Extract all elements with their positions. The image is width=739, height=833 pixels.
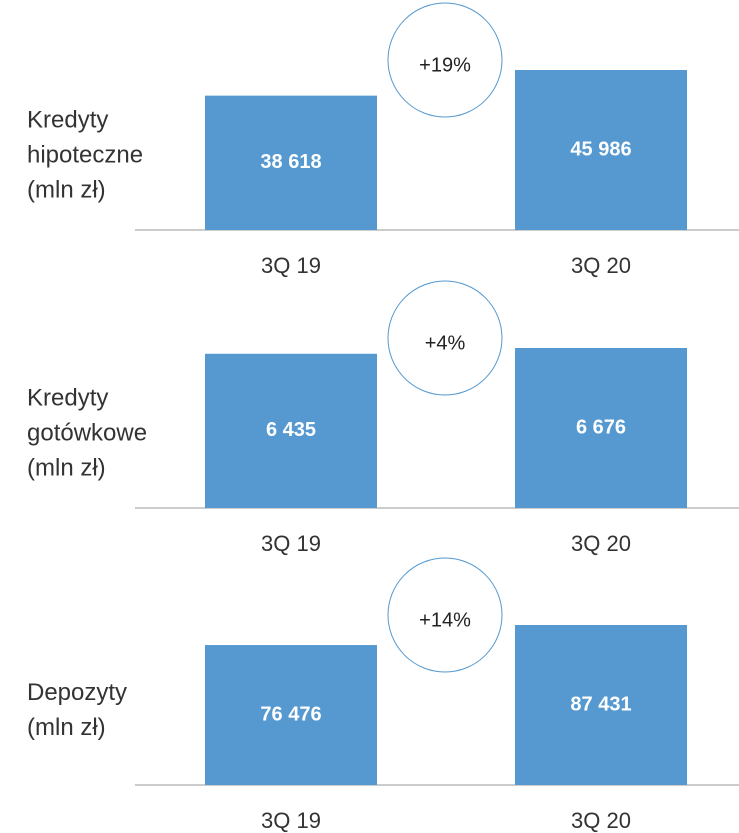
x-tick-label: 3Q 19 — [261, 531, 321, 556]
value-label: 76 476 — [260, 703, 321, 725]
bar — [515, 70, 687, 230]
value-label: 45 986 — [570, 138, 631, 160]
value-label: 38 618 — [260, 151, 321, 173]
annotation-circle — [387, 2, 503, 118]
bar — [205, 353, 377, 508]
x-tick-label: 3Q 20 — [571, 808, 631, 833]
annotation: +19% — [419, 54, 471, 76]
x-tick-label: 3Q 19 — [261, 253, 321, 278]
bar — [205, 95, 377, 231]
x-tick-label: 3Q 20 — [571, 531, 631, 556]
annotation: +4% — [425, 332, 466, 354]
panel-title: Kredyty hipoteczne (mln zł) — [27, 106, 144, 204]
annotation: +14% — [419, 609, 471, 631]
value-label: 6 435 — [266, 419, 316, 441]
bar — [205, 645, 377, 785]
annotation-circle — [387, 557, 503, 673]
x-tick-label: 3Q 19 — [261, 808, 321, 833]
value-label: 6 676 — [576, 416, 626, 438]
panel-title: Depozyty (mln zł) — [27, 679, 128, 741]
panel-title: Kredyty gotówkowe (mln zł) — [27, 384, 148, 482]
value-label: 87 431 — [570, 693, 631, 715]
bar — [515, 348, 687, 508]
bar — [515, 625, 687, 785]
x-tick-label: 3Q 20 — [571, 253, 631, 278]
annotation-circle — [387, 280, 503, 396]
